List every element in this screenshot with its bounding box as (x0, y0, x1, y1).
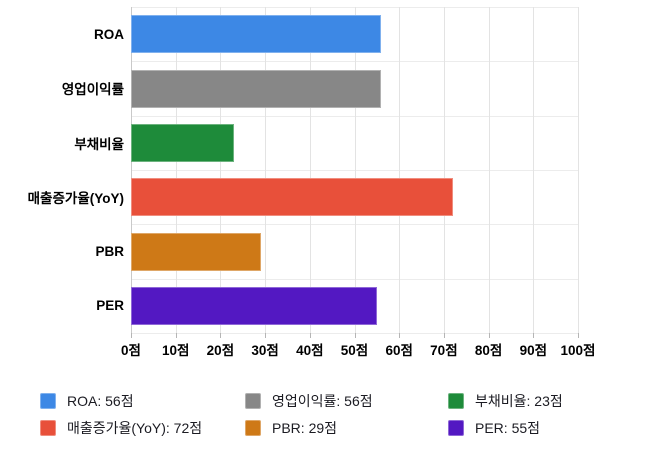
legend-label-per: PER: 55점 (475, 419, 541, 436)
vgridline (443, 7, 445, 333)
legend-item-per[interactable]: PER: 55점 (448, 418, 563, 438)
legend-swatch-영업이익률 (245, 392, 261, 409)
vgridline (399, 7, 401, 333)
legend-swatch-부채비율 (448, 392, 464, 409)
x-tick-label-80점: 80점 (474, 343, 503, 358)
axis-tick (175, 333, 177, 338)
category-label-부채비율: 부채비율 (74, 136, 124, 152)
category-label-매출증가율-yoy: 매출증가율(YoY) (27, 191, 124, 207)
legend-swatch-per (448, 419, 464, 436)
axis-tick (131, 333, 132, 338)
axis-tick (220, 333, 222, 338)
vgridline (309, 7, 311, 333)
legend-label-영업이익률: 영업이익률: 56점 (272, 392, 373, 409)
category-label-roa: ROA (94, 26, 124, 42)
bar-매출증가율-yoy[interactable] (131, 178, 453, 217)
axis-tick (265, 333, 267, 338)
x-tick-label-0점: 0점 (121, 343, 141, 358)
legend-item-pbr[interactable]: PBR: 29점 (245, 418, 448, 438)
vgridline (265, 7, 267, 333)
category-label-pbr: PBR (95, 243, 124, 259)
x-tick-label-30점: 30점 (251, 343, 279, 358)
axis-tick (309, 333, 311, 338)
bar-부채비율[interactable] (131, 123, 234, 162)
legend-swatch-매출증가율-yoy (40, 419, 56, 436)
vgridline (488, 7, 490, 333)
vgridline (220, 7, 222, 333)
x-tick-label-100점: 100점 (560, 343, 596, 358)
category-label-per: PER (96, 298, 124, 314)
vgridline (175, 7, 177, 333)
axis-tick (578, 333, 579, 338)
vgridline (354, 7, 356, 333)
legend-item-매출증가율-yoy[interactable]: 매출증가율(YoY): 72점 (40, 418, 245, 438)
plot-area (131, 7, 579, 334)
legend-label-부채비율: 부채비율: 23점 (475, 392, 563, 409)
x-tick-label-10점: 10점 (161, 343, 190, 358)
legend-label-매출증가율-yoy: 매출증가율(YoY): 72점 (67, 419, 203, 436)
axis-tick (488, 333, 490, 338)
axis-tick (443, 333, 445, 338)
x-tick-label-60점: 60점 (385, 343, 413, 358)
legend-label-pbr: PBR: 29점 (272, 419, 338, 436)
x-tick-label-40점: 40점 (296, 343, 324, 358)
legend-item-부채비율[interactable]: 부채비율: 23점 (448, 391, 563, 411)
vgridline (578, 7, 579, 333)
bar-roa[interactable] (131, 15, 382, 54)
legend-swatch-pbr (245, 419, 261, 436)
value-axis: 0점 10점 20점 30점 40점 50점 60점 70점 80점 90점 100점 (121, 339, 595, 361)
axis-tick (354, 333, 356, 338)
x-tick-label-90점: 90점 (519, 343, 548, 358)
bar-pbr[interactable] (131, 232, 261, 271)
y-axis-line (131, 7, 132, 333)
category-label-영업이익률: 영업이익률 (61, 82, 124, 98)
bar-per[interactable] (131, 286, 377, 325)
vgridline (533, 7, 535, 333)
legend-item-영업이익률[interactable]: 영업이익률: 56점 (245, 391, 448, 411)
legend-item-roa[interactable]: ROA: 56점 (40, 391, 245, 411)
axis-tick (533, 333, 535, 338)
legend-swatch-roa (40, 392, 56, 409)
x-tick-label-70점: 70점 (430, 343, 458, 358)
x-tick-label-20점: 20점 (206, 343, 235, 358)
axis-tick (399, 333, 401, 338)
bar-영업이익률[interactable] (131, 69, 382, 108)
legend-label-roa: ROA: 56점 (67, 392, 134, 409)
x-tick-label-50점: 50점 (340, 343, 369, 358)
